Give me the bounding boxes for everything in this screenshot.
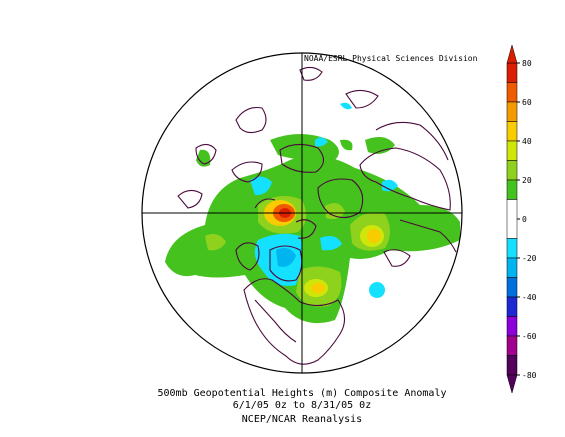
negative-anomaly-area <box>250 176 272 196</box>
positive-anomaly-area <box>165 155 460 324</box>
colorbar-tick-label: -60 <box>522 332 537 341</box>
colorbar-tick-label: 60 <box>522 98 532 107</box>
caption-dates: 6/1/05 0z to 8/31/05 0z <box>233 400 371 411</box>
negative-anomaly-area <box>320 236 342 251</box>
colorbar-band <box>506 199 518 239</box>
negative-anomaly-area <box>382 179 398 192</box>
colorbar-tick-label: -80 <box>522 371 537 380</box>
positive-anomaly-area <box>311 283 325 293</box>
colorbar-tick-label: 80 <box>522 59 532 68</box>
caption-source: NCEP/NCAR Reanalysis <box>242 414 362 425</box>
colorbar-tick-label: 0 <box>522 215 527 224</box>
colorbar-band <box>506 121 518 142</box>
positive-anomaly-area <box>340 139 353 151</box>
colorbar-min-arrow <box>506 374 518 394</box>
colorbar: 80 60 40 20 0 -20 -40 -60 -80 <box>506 44 537 394</box>
negative-anomaly-area <box>315 137 328 147</box>
colorbar-band <box>506 277 518 298</box>
colorbar-band <box>506 257 518 278</box>
colorbar-band <box>506 140 518 161</box>
positive-anomaly-area <box>196 149 211 167</box>
colorbar-band <box>506 179 518 200</box>
map-border <box>141 52 463 374</box>
colorbar-band <box>506 296 518 317</box>
positive-anomaly-area <box>205 234 226 251</box>
colorbar-band <box>506 82 518 103</box>
positive-anomaly-area <box>367 229 381 243</box>
positive-anomaly-area <box>325 203 345 220</box>
positive-anomaly-area <box>270 134 339 161</box>
colorbar-band <box>506 316 518 337</box>
colorbar-band <box>506 238 518 259</box>
colorbar-band <box>506 160 518 181</box>
colorbar-tick-label: -20 <box>522 254 537 263</box>
colorbar-band <box>506 62 518 83</box>
negative-anomaly-area <box>340 102 352 110</box>
negative-anomaly-area <box>369 282 385 298</box>
colorbar-tick-label: 40 <box>522 137 532 146</box>
coastlines <box>177 66 457 365</box>
colorbar-tick-label: -40 <box>522 293 537 302</box>
colorbar-band <box>506 355 518 376</box>
colorbar-band <box>506 335 518 356</box>
anomaly-shading <box>165 102 460 324</box>
colorbar-band <box>506 101 518 122</box>
colorbar-tick-label: 20 <box>522 176 532 185</box>
negative-anomaly-area <box>276 248 296 267</box>
caption-title: 500mb Geopotential Heights (m) Composite… <box>158 388 447 399</box>
colorbar-max-arrow <box>506 44 518 64</box>
credit-label: NOAA/ESRL Physical Sciences Division <box>304 54 478 63</box>
